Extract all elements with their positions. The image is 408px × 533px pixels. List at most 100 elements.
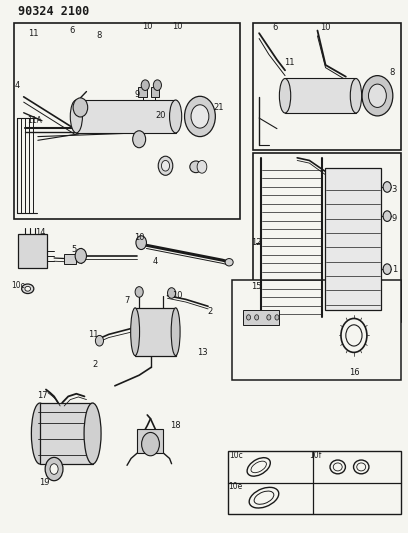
Circle shape xyxy=(383,182,391,192)
Bar xyxy=(13,22,240,219)
Text: 11: 11 xyxy=(89,330,99,339)
Ellipse shape xyxy=(131,308,140,356)
Circle shape xyxy=(158,156,173,175)
Circle shape xyxy=(45,457,63,481)
Bar xyxy=(138,87,147,97)
Text: 15: 15 xyxy=(251,282,262,291)
Ellipse shape xyxy=(225,259,233,266)
Circle shape xyxy=(184,96,215,136)
Text: 90324 2100: 90324 2100 xyxy=(18,5,89,18)
Text: 4: 4 xyxy=(15,80,20,90)
Text: 10f: 10f xyxy=(309,451,322,461)
Circle shape xyxy=(346,325,362,346)
Text: 3: 3 xyxy=(392,185,397,194)
Text: 10: 10 xyxy=(142,22,153,31)
Circle shape xyxy=(75,248,86,263)
Ellipse shape xyxy=(170,100,182,133)
Bar xyxy=(228,451,401,514)
Ellipse shape xyxy=(22,284,34,294)
Text: 13: 13 xyxy=(197,348,207,357)
Ellipse shape xyxy=(254,491,274,504)
Text: 10e: 10e xyxy=(228,481,243,490)
Bar xyxy=(40,403,93,464)
Ellipse shape xyxy=(70,100,82,133)
Circle shape xyxy=(168,288,175,298)
Circle shape xyxy=(383,264,391,274)
Text: 8: 8 xyxy=(390,68,395,77)
Circle shape xyxy=(153,80,162,91)
Text: 10: 10 xyxy=(320,23,331,33)
Circle shape xyxy=(275,315,279,320)
Ellipse shape xyxy=(190,161,202,173)
Ellipse shape xyxy=(350,78,361,113)
Bar xyxy=(137,429,164,453)
Bar xyxy=(76,100,175,133)
Ellipse shape xyxy=(31,403,49,464)
Text: 2: 2 xyxy=(207,307,213,316)
Circle shape xyxy=(191,105,209,128)
Circle shape xyxy=(136,236,146,249)
Ellipse shape xyxy=(279,78,291,113)
Circle shape xyxy=(133,131,146,148)
Ellipse shape xyxy=(247,458,271,476)
Text: 21: 21 xyxy=(213,103,224,112)
Circle shape xyxy=(267,315,271,320)
Bar xyxy=(18,233,47,268)
Text: 18: 18 xyxy=(170,421,181,430)
Circle shape xyxy=(142,432,160,456)
Text: 14: 14 xyxy=(35,228,45,237)
Ellipse shape xyxy=(333,463,342,471)
Bar xyxy=(253,22,401,150)
Ellipse shape xyxy=(330,460,346,474)
Circle shape xyxy=(246,315,251,320)
Bar xyxy=(325,168,381,310)
Ellipse shape xyxy=(249,487,279,508)
Circle shape xyxy=(383,211,391,221)
Bar xyxy=(151,87,160,97)
Text: 10: 10 xyxy=(173,22,183,31)
Text: 6: 6 xyxy=(272,23,277,33)
Ellipse shape xyxy=(171,308,180,356)
Ellipse shape xyxy=(251,461,266,473)
Text: 10c: 10c xyxy=(11,280,25,289)
Bar xyxy=(243,310,279,325)
Text: 17: 17 xyxy=(37,391,47,400)
Circle shape xyxy=(362,76,393,116)
Ellipse shape xyxy=(353,460,369,474)
Bar xyxy=(253,152,401,322)
Circle shape xyxy=(95,335,104,346)
Circle shape xyxy=(50,464,58,474)
Text: 11A: 11A xyxy=(27,116,42,125)
Text: 6: 6 xyxy=(70,26,75,35)
Text: 8: 8 xyxy=(96,31,101,41)
Text: 9: 9 xyxy=(135,90,140,99)
Bar xyxy=(135,308,175,356)
Circle shape xyxy=(162,160,170,171)
Text: 19: 19 xyxy=(39,478,49,487)
Ellipse shape xyxy=(357,463,366,471)
Text: 5: 5 xyxy=(71,245,76,254)
Text: 12: 12 xyxy=(251,238,262,247)
Text: 10: 10 xyxy=(173,291,183,300)
Ellipse shape xyxy=(25,286,31,291)
Text: 10c: 10c xyxy=(229,451,242,461)
Circle shape xyxy=(341,318,367,352)
Text: 9: 9 xyxy=(392,214,397,223)
Text: 11: 11 xyxy=(29,29,39,38)
Text: 20: 20 xyxy=(155,111,166,120)
Circle shape xyxy=(255,315,259,320)
Ellipse shape xyxy=(84,403,101,464)
Bar xyxy=(285,78,356,113)
Text: 2: 2 xyxy=(92,360,97,368)
Text: 16: 16 xyxy=(348,368,359,377)
Text: 1: 1 xyxy=(392,265,397,273)
Circle shape xyxy=(73,98,88,117)
Text: 4: 4 xyxy=(153,257,158,265)
Text: 10: 10 xyxy=(134,233,144,242)
Circle shape xyxy=(197,160,207,173)
Circle shape xyxy=(368,84,386,108)
Circle shape xyxy=(141,80,149,91)
Circle shape xyxy=(135,287,143,297)
Text: 7: 7 xyxy=(124,296,130,305)
Text: 11: 11 xyxy=(284,58,294,67)
